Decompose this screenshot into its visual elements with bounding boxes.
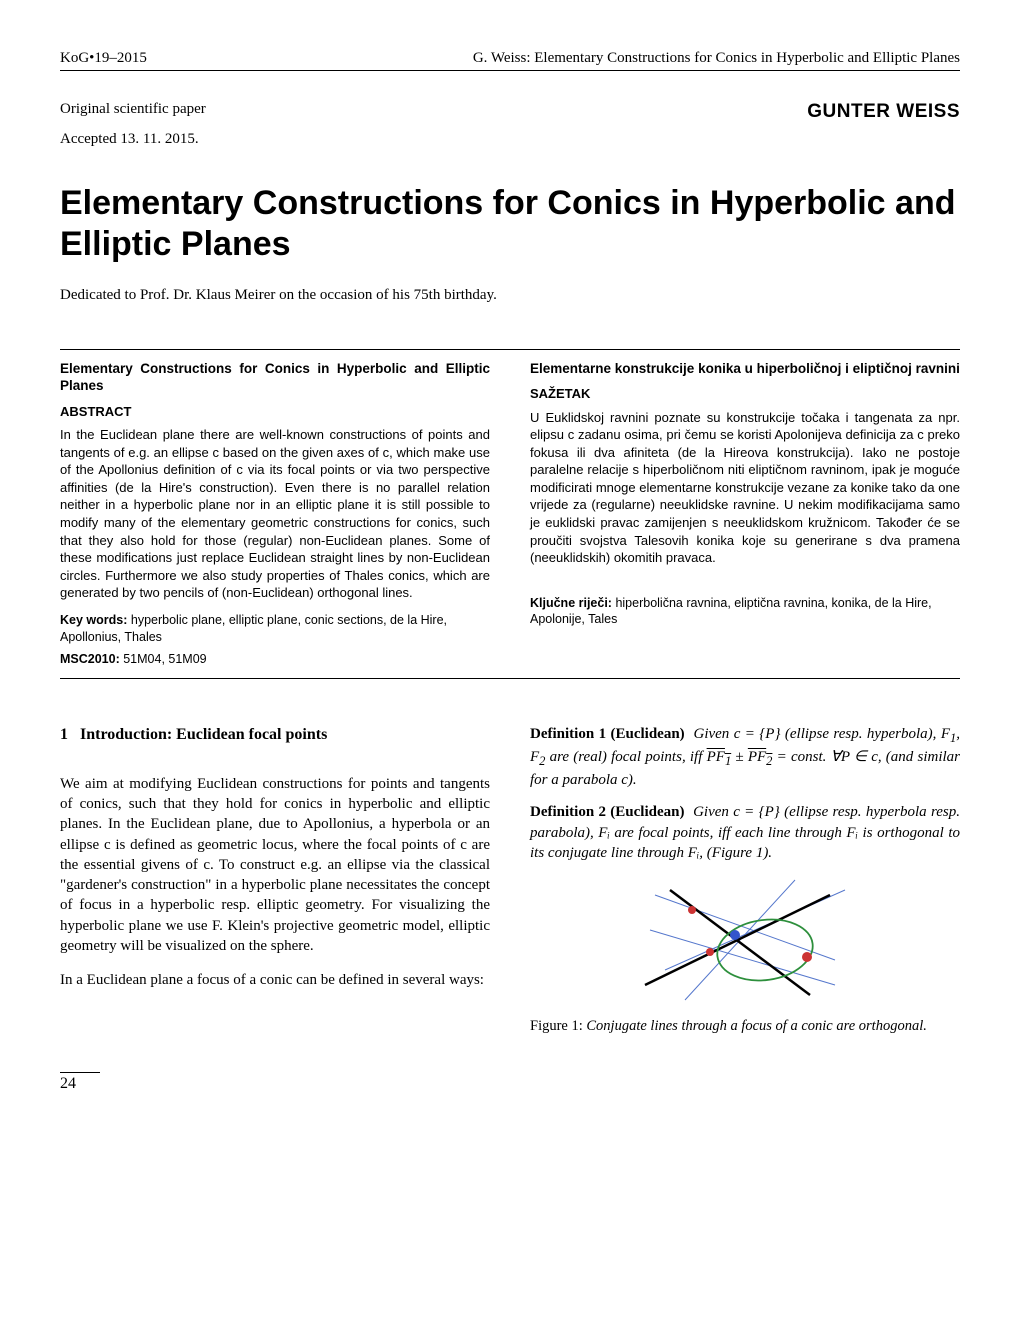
figure-1-svg [635, 875, 855, 1005]
abstract-hr-body: U Euklidskoj ravnini poznate su konstruk… [530, 409, 960, 567]
section-number: 1 [60, 726, 68, 743]
figure-1-label: Figure 1: [530, 1018, 583, 1034]
intro-paragraph-2: In a Euclidean plane a focus of a conic … [60, 970, 490, 990]
abstract-hr-heading: SAŽETAK [530, 385, 960, 403]
keywords-en: Key words: hyperbolic plane, elliptic pl… [60, 612, 490, 646]
paper-type: Original scientific paper [60, 101, 206, 118]
keywords-hr: Ključne riječi: hiperbolična ravnina, el… [530, 595, 960, 629]
definition-2-label: Definition 2 (Euclidean) [530, 804, 684, 820]
abstract-en-heading: ABSTRACT [60, 403, 490, 421]
running-header: KoG•19–2015 G. Weiss: Elementary Constru… [60, 50, 960, 71]
figure-1-caption: Figure 1: Conjugate lines through a focu… [582, 1017, 960, 1037]
msc-classification: MSC2010: 51M04, 51M09 [60, 651, 490, 668]
abstract-top-rule [60, 349, 960, 350]
paper-title: Elementary Constructions for Conics in H… [60, 183, 960, 265]
abstract-en-body: In the Euclidean plane there are well-kn… [60, 426, 490, 601]
abstract-croatian: Elementarne konstrukcije konika u hiperb… [530, 360, 960, 669]
abstract-english: Elementary Constructions for Conics in H… [60, 360, 490, 669]
abstract-bottom-rule [60, 678, 960, 679]
accepted-date: Accepted 13. 11. 2015. [60, 131, 960, 148]
section-heading: 1 Introduction: Euclidean focal points [60, 724, 490, 746]
body-columns: 1 Introduction: Euclidean focal points W… [60, 724, 960, 1037]
abstract-hr-title: Elementarne konstrukcije konika u hiperb… [530, 360, 960, 378]
figure-1: Figure 1: Conjugate lines through a focu… [530, 875, 960, 1037]
page-number: 24 [60, 1072, 100, 1093]
section-title: Introduction: Euclidean focal points [80, 726, 327, 743]
figure-1-text: Conjugate lines through a focus of a con… [586, 1018, 926, 1034]
running-title: G. Weiss: Elementary Constructions for C… [473, 50, 960, 67]
intro-paragraph-1: We aim at modifying Euclidean constructi… [60, 774, 490, 956]
definition-1-label: Definition 1 (Euclidean) [530, 726, 685, 742]
journal-id: KoG•19–2015 [60, 50, 147, 67]
body-left-column: 1 Introduction: Euclidean focal points W… [60, 724, 490, 1037]
keywords-hr-label: Ključne riječi: [530, 596, 612, 610]
definition-1: Definition 1 (Euclidean) Given c = {P} (… [530, 724, 960, 790]
abstract-en-title: Elementary Constructions for Conics in H… [60, 360, 490, 395]
definition-2: Definition 2 (Euclidean) Given c = {P} (… [530, 802, 960, 863]
abstract-columns: Elementary Constructions for Conics in H… [60, 360, 960, 669]
msc-text: 51M04, 51M09 [120, 652, 207, 666]
meta-row: Original scientific paper GUNTER WEISS [60, 101, 960, 123]
msc-label: MSC2010: [60, 652, 120, 666]
body-right-column: Definition 1 (Euclidean) Given c = {P} (… [530, 724, 960, 1037]
keywords-en-label: Key words: [60, 613, 127, 627]
dedication: Dedicated to Prof. Dr. Klaus Meirer on t… [60, 287, 960, 304]
author-name: GUNTER WEISS [807, 101, 960, 123]
